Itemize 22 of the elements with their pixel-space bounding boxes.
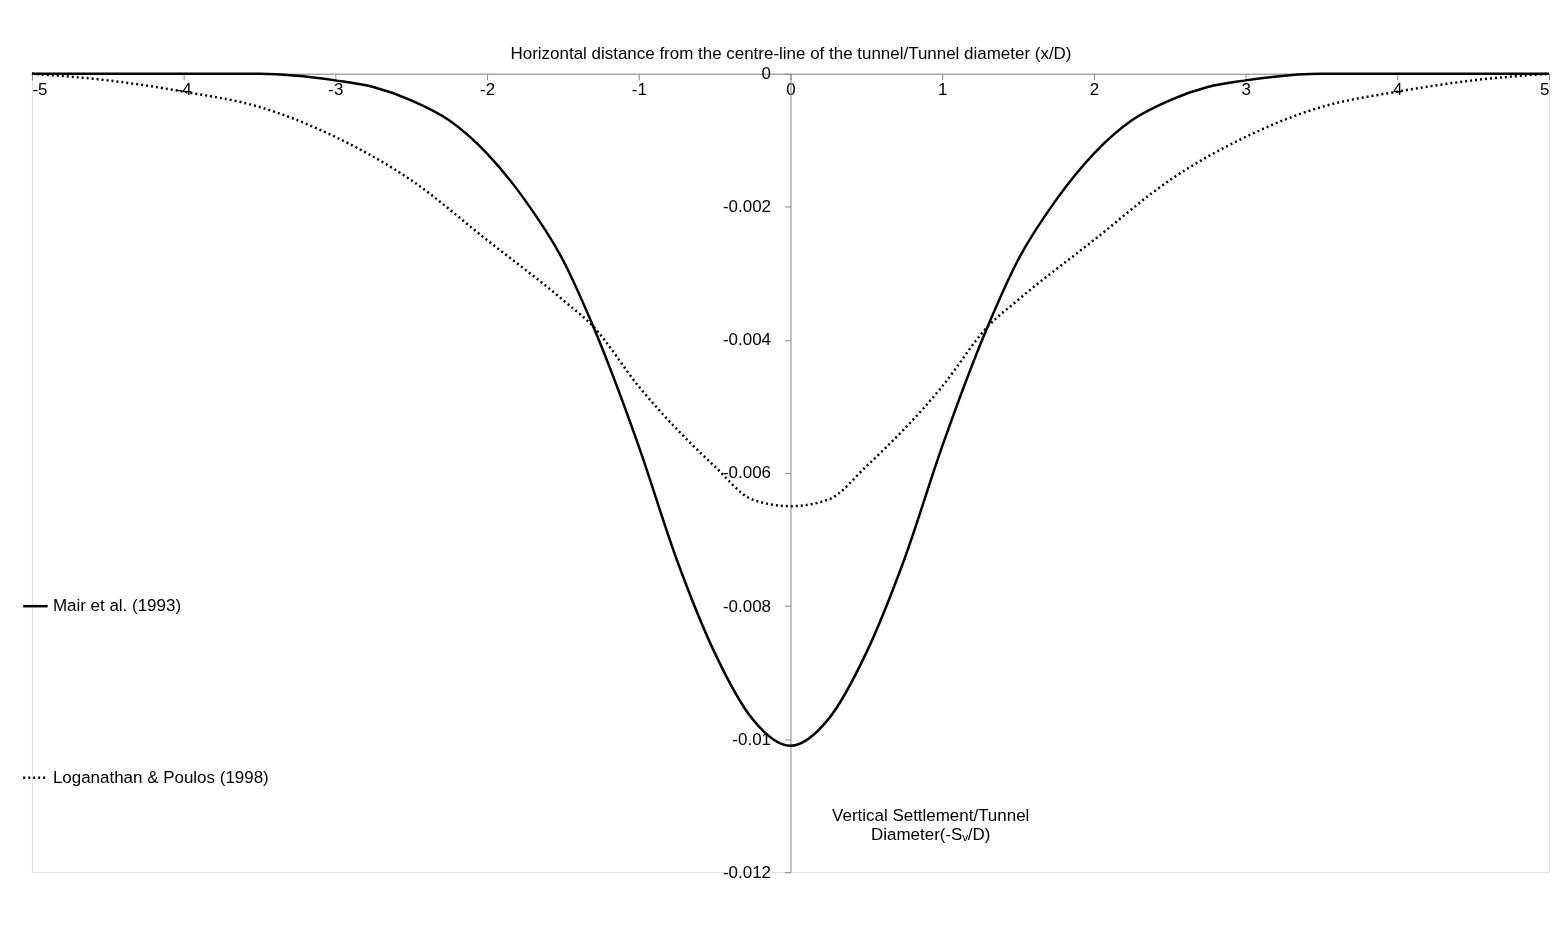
x-tick-label: 2 (1089, 80, 1100, 100)
y-tick-label: -0.012 (722, 862, 772, 882)
y-tick-label: 0 (761, 64, 772, 84)
x-tick-label: -2 (480, 80, 496, 100)
legend-label: Loganathan & Poulos (1998) (52, 767, 269, 787)
y-tick-label: -0.004 (722, 330, 772, 350)
y-tick-label: -0.008 (722, 596, 772, 616)
y-tick-label: -0.006 (722, 463, 772, 483)
x-tick-label: -5 (32, 80, 48, 100)
x-tick-label: -4 (176, 80, 192, 100)
x-axis-title: Horizontal distance from the centre-line of the tunnel/Tunnel diameter (x/D) (510, 44, 1072, 64)
y-tick-label: -0.01 (732, 729, 772, 749)
legend-label: Mair et al. (1993) (52, 596, 182, 616)
x-tick-label: 4 (1393, 80, 1403, 100)
x-tick-label: 3 (1241, 80, 1251, 100)
y-tick-label: -0.002 (722, 197, 772, 217)
x-tick-label: 5 (1540, 80, 1550, 100)
y-axis-title: Vertical Settlement/Tunnel Diameter(-Sᵥ/D) (832, 805, 1030, 844)
x-tick-label: -1 (631, 80, 647, 100)
x-tick-label: 0 (786, 80, 796, 100)
x-tick-label: 1 (937, 80, 948, 100)
x-tick-label: -3 (328, 80, 344, 100)
